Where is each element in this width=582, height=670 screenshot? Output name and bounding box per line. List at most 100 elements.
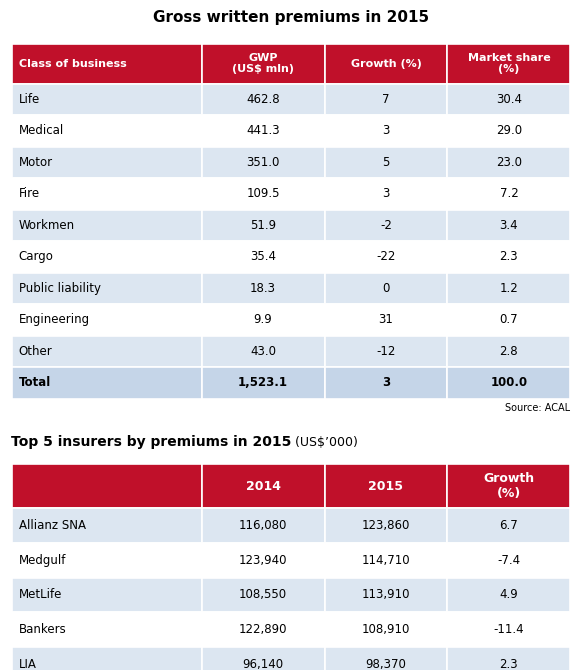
Text: 7: 7 bbox=[382, 93, 390, 106]
Text: 3.4: 3.4 bbox=[499, 219, 518, 232]
Text: Total: Total bbox=[19, 377, 51, 389]
Text: 3: 3 bbox=[382, 188, 390, 200]
Text: 3: 3 bbox=[382, 125, 390, 137]
Text: GWP
(US$ mln): GWP (US$ mln) bbox=[232, 53, 294, 74]
Bar bbox=[12, 241, 201, 273]
Text: 114,710: 114,710 bbox=[361, 553, 410, 567]
Text: LIA: LIA bbox=[19, 658, 37, 670]
Bar bbox=[325, 367, 448, 399]
Text: 462.8: 462.8 bbox=[246, 93, 280, 106]
Text: 18.3: 18.3 bbox=[250, 282, 276, 295]
Text: -7.4: -7.4 bbox=[498, 553, 520, 567]
Bar bbox=[201, 647, 325, 670]
Bar bbox=[201, 612, 325, 647]
Bar bbox=[448, 508, 570, 543]
Bar bbox=[325, 578, 448, 612]
Text: 109.5: 109.5 bbox=[246, 188, 280, 200]
Bar bbox=[12, 273, 201, 304]
Text: -12: -12 bbox=[377, 345, 396, 358]
Bar bbox=[448, 612, 570, 647]
Bar bbox=[325, 147, 448, 178]
Text: 2015: 2015 bbox=[368, 480, 403, 492]
Bar bbox=[12, 464, 201, 508]
Text: Allianz SNA: Allianz SNA bbox=[19, 519, 86, 532]
Text: Source: ACAL: Source: ACAL bbox=[505, 403, 570, 413]
Bar bbox=[12, 84, 201, 115]
Bar bbox=[12, 612, 201, 647]
Text: Fire: Fire bbox=[19, 188, 40, 200]
Text: 1.2: 1.2 bbox=[499, 282, 519, 295]
Text: Medgulf: Medgulf bbox=[19, 553, 66, 567]
Bar bbox=[12, 147, 201, 178]
Text: Public liability: Public liability bbox=[19, 282, 101, 295]
Text: Workmen: Workmen bbox=[19, 219, 74, 232]
Text: 100.0: 100.0 bbox=[491, 377, 527, 389]
Bar bbox=[448, 578, 570, 612]
Text: Cargo: Cargo bbox=[19, 251, 54, 263]
Bar bbox=[448, 115, 570, 147]
Text: 123,940: 123,940 bbox=[239, 553, 288, 567]
Bar bbox=[12, 508, 201, 543]
Text: Medical: Medical bbox=[19, 125, 64, 137]
Bar bbox=[12, 44, 201, 84]
Text: 7.2: 7.2 bbox=[499, 188, 519, 200]
Bar bbox=[325, 84, 448, 115]
Text: 2.3: 2.3 bbox=[499, 658, 518, 670]
Text: 43.0: 43.0 bbox=[250, 345, 276, 358]
Text: MetLife: MetLife bbox=[19, 588, 62, 602]
Text: 30.4: 30.4 bbox=[496, 93, 522, 106]
Bar bbox=[448, 367, 570, 399]
Bar bbox=[201, 241, 325, 273]
Bar bbox=[201, 273, 325, 304]
Bar bbox=[448, 147, 570, 178]
Bar bbox=[325, 508, 448, 543]
Text: 2.3: 2.3 bbox=[499, 251, 518, 263]
Bar bbox=[201, 367, 325, 399]
Text: 116,080: 116,080 bbox=[239, 519, 288, 532]
Text: Market share
(%): Market share (%) bbox=[467, 53, 550, 74]
Bar bbox=[201, 304, 325, 336]
Text: -2: -2 bbox=[380, 219, 392, 232]
Bar bbox=[448, 304, 570, 336]
Text: 441.3: 441.3 bbox=[246, 125, 280, 137]
Bar bbox=[201, 44, 325, 84]
Bar bbox=[201, 508, 325, 543]
Text: 29.0: 29.0 bbox=[496, 125, 522, 137]
Text: 113,910: 113,910 bbox=[362, 588, 410, 602]
Bar bbox=[201, 578, 325, 612]
Text: 2.8: 2.8 bbox=[499, 345, 518, 358]
Text: 23.0: 23.0 bbox=[496, 156, 522, 169]
Bar bbox=[201, 464, 325, 508]
Bar bbox=[325, 178, 448, 210]
Text: 9.9: 9.9 bbox=[254, 314, 272, 326]
Bar bbox=[448, 273, 570, 304]
Bar bbox=[448, 464, 570, 508]
Text: 51.9: 51.9 bbox=[250, 219, 276, 232]
Bar bbox=[12, 647, 201, 670]
Text: -11.4: -11.4 bbox=[494, 623, 524, 636]
Text: 1,523.1: 1,523.1 bbox=[238, 377, 288, 389]
Bar bbox=[325, 44, 448, 84]
Bar bbox=[12, 367, 201, 399]
Bar bbox=[201, 543, 325, 578]
Text: Life: Life bbox=[19, 93, 40, 106]
Bar bbox=[201, 178, 325, 210]
Bar bbox=[12, 543, 201, 578]
Bar bbox=[12, 578, 201, 612]
Text: Growth
(%): Growth (%) bbox=[483, 472, 534, 500]
Text: Other: Other bbox=[19, 345, 52, 358]
Text: 351.0: 351.0 bbox=[246, 156, 280, 169]
Text: 0.7: 0.7 bbox=[499, 314, 518, 326]
Bar bbox=[325, 612, 448, 647]
Text: Bankers: Bankers bbox=[19, 623, 66, 636]
Text: (US$’000): (US$’000) bbox=[291, 436, 358, 449]
Bar bbox=[12, 304, 201, 336]
Text: 122,890: 122,890 bbox=[239, 623, 288, 636]
Text: 6.7: 6.7 bbox=[499, 519, 519, 532]
Bar bbox=[325, 543, 448, 578]
Text: 108,910: 108,910 bbox=[362, 623, 410, 636]
Bar bbox=[201, 336, 325, 367]
Text: -22: -22 bbox=[377, 251, 396, 263]
Text: 4.9: 4.9 bbox=[499, 588, 519, 602]
Bar bbox=[448, 336, 570, 367]
